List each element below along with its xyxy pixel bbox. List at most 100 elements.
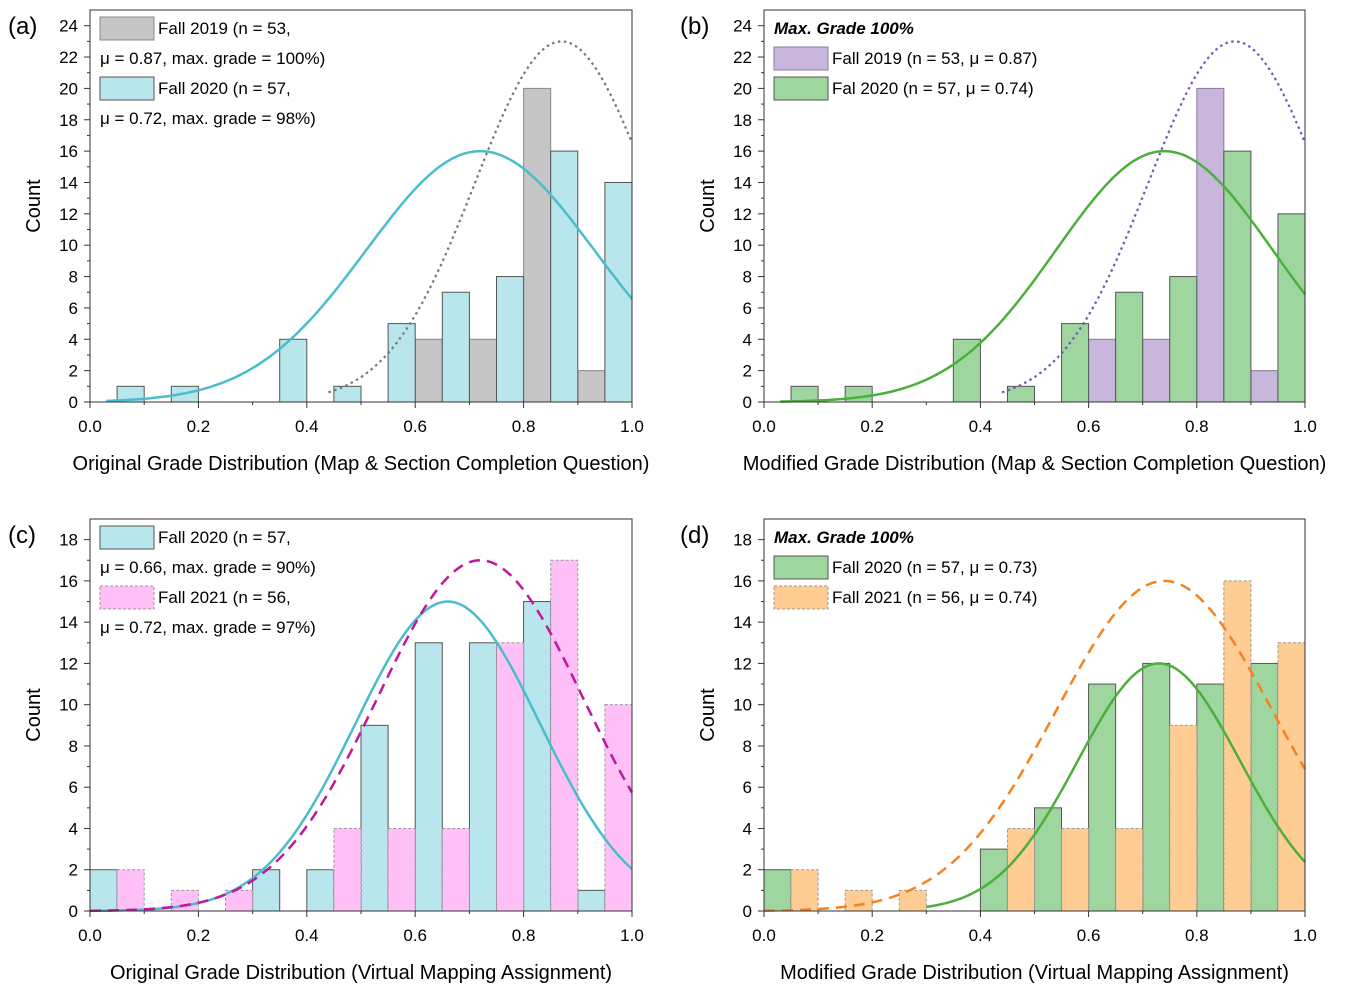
y-tick-label: 6 <box>743 299 752 318</box>
histogram-bar <box>387 323 416 403</box>
y-tick-label: 20 <box>59 79 78 98</box>
y-tick-label: 4 <box>69 330 78 349</box>
legend-heading: Max. Grade 100% <box>774 19 914 38</box>
y-tick-label: 14 <box>733 173 752 192</box>
y-tick-label: 16 <box>733 142 752 161</box>
y-tick-label: 0 <box>743 902 752 921</box>
y-tick-label: 10 <box>59 696 78 715</box>
bar-series-2 <box>790 580 1306 912</box>
legend-swatch-2 <box>773 585 829 610</box>
y-tick-label: 8 <box>743 737 752 756</box>
histogram-bar <box>523 87 552 403</box>
y-tick-label: 22 <box>733 48 752 67</box>
histogram-bar <box>414 642 443 912</box>
y-tick-label: 6 <box>69 299 78 318</box>
x-tick-label: 0.2 <box>860 417 884 436</box>
x-tick-label: 0.8 <box>512 417 536 436</box>
x-axis-title: Modified Grade Distribution (Map & Secti… <box>743 453 1327 475</box>
legend-entry-text: μ = 0.72, max. grade = 98%) <box>100 109 316 128</box>
y-tick-label: 24 <box>59 17 78 36</box>
histogram-bar <box>844 889 873 912</box>
legend-entry-text: Fall 2021 (n = 56, μ = 0.74) <box>832 588 1037 607</box>
x-tick-label: 0.4 <box>295 417 319 436</box>
histogram-bar <box>1061 827 1090 912</box>
legend-entry-text: μ = 0.72, max. grade = 97%) <box>100 618 316 637</box>
x-axis-title: Original Grade Distribution (Virtual Map… <box>110 962 612 984</box>
y-tick-label: 10 <box>733 236 752 255</box>
x-tick-label: 0.0 <box>78 926 102 945</box>
y-tick-label: 8 <box>69 737 78 756</box>
y-tick-label: 4 <box>69 819 78 838</box>
histogram-bar <box>306 869 335 912</box>
legend-swatch-2 <box>773 76 829 101</box>
y-tick-label: 0 <box>69 902 78 921</box>
histogram-bar <box>387 827 416 912</box>
legend-swatch-1 <box>99 525 155 550</box>
legend-swatch-2 <box>99 76 155 101</box>
panel-label: (d) <box>680 522 709 549</box>
legend-entry-text: Fall 2020 (n = 57, <box>158 79 291 98</box>
legend-entry-text: Fall 2019 (n = 53, μ = 0.87) <box>832 49 1037 68</box>
legend-swatch-1 <box>773 46 829 71</box>
histogram-bar <box>790 869 819 912</box>
histogram-bar <box>1223 150 1252 403</box>
y-axis-title: Count <box>697 688 719 742</box>
histogram-bar <box>577 370 606 403</box>
y-tick-label: 14 <box>59 173 78 192</box>
histogram-bar <box>844 385 873 403</box>
x-tick-label: 1.0 <box>1293 926 1317 945</box>
x-axis-title: Original Grade Distribution (Map & Secti… <box>73 453 650 475</box>
bar-series-2 <box>116 559 633 912</box>
fit-curve-1 <box>926 662 1306 909</box>
legend: Max. Grade 100% Fall 2019 (n = 53, μ = 0.… <box>773 19 1037 101</box>
histogram-bar <box>360 724 389 912</box>
histogram-bar <box>1142 338 1171 403</box>
histogram-bar <box>550 559 579 912</box>
legend-entry-text: Fal 2020 (n = 57, μ = 0.74) <box>832 79 1034 98</box>
legend-swatch-1 <box>99 16 155 41</box>
y-tick-label: 14 <box>59 613 78 632</box>
histogram-bar <box>468 642 497 912</box>
legend-entry-text: μ = 0.87, max. grade = 100%) <box>100 49 325 68</box>
y-tick-label: 18 <box>59 111 78 130</box>
y-tick-label: 2 <box>743 861 752 880</box>
fit-curve-2 <box>106 149 633 403</box>
y-tick-label: 6 <box>69 778 78 797</box>
x-tick-label: 0.8 <box>1185 926 1209 945</box>
x-tick-label: 0.6 <box>403 417 427 436</box>
histogram-bar <box>279 338 308 403</box>
histogram-bar <box>496 642 525 912</box>
x-axis-title: Modified Grade Distribution (Virtual Map… <box>780 962 1289 984</box>
fit-curve-2 <box>780 149 1306 403</box>
y-tick-label: 4 <box>743 819 752 838</box>
y-tick-label: 24 <box>733 17 752 36</box>
x-tick-label: 1.0 <box>620 926 644 945</box>
y-tick-label: 12 <box>59 205 78 224</box>
y-tick-label: 16 <box>59 142 78 161</box>
legend: Max. Grade 100% Fall 2020 (n = 57, μ = 0.… <box>773 528 1037 610</box>
histogram-bar <box>468 338 497 403</box>
histogram-bar <box>763 869 792 912</box>
x-tick-label: 0.2 <box>187 926 211 945</box>
histogram-bar <box>1169 724 1198 912</box>
histogram-bar <box>1142 662 1171 912</box>
legend: Fall 2019 (n = 53, μ = 0.87, max. grade =… <box>99 16 325 128</box>
x-tick-label: 0.8 <box>1185 417 1209 436</box>
fit-curve-2 <box>764 579 1307 912</box>
fit-curve-1 <box>328 40 634 394</box>
bar-series-1 <box>763 662 1279 912</box>
histogram-bar <box>333 827 362 912</box>
chart-panel-c: 0.0 0.2 0.4 0.6 0.8 1.0 0 2 4 6 8 10 12 14 16 18 Origina… <box>8 518 644 984</box>
x-tick-label: 0.4 <box>969 417 993 436</box>
histogram-bar <box>523 601 552 912</box>
x-tick-label: 0.0 <box>752 926 776 945</box>
histogram-bar <box>441 291 470 403</box>
histogram-bar <box>1061 323 1090 403</box>
histogram-bar <box>441 827 470 912</box>
y-tick-label: 8 <box>743 268 752 287</box>
y-axis-title: Count <box>697 179 719 233</box>
x-tick-label: 0.4 <box>969 926 993 945</box>
histogram-bar <box>1088 683 1117 912</box>
legend-swatch-1 <box>773 555 829 580</box>
histogram-bar <box>89 869 118 912</box>
